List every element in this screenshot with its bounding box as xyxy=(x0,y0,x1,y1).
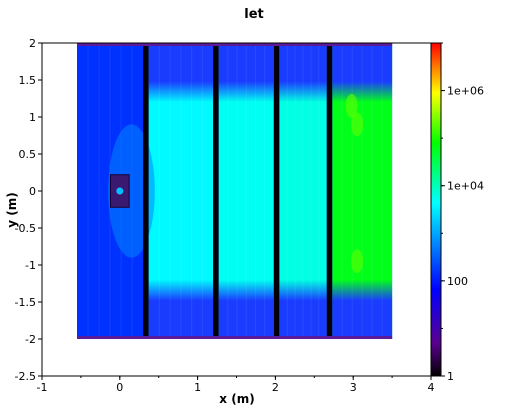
x-tick-label: 2 xyxy=(272,381,279,394)
field-top-edge xyxy=(77,43,393,46)
y-tick-label: -1 xyxy=(25,259,36,272)
colorbar-axis: 1e+06 1e+04 100 1 xyxy=(441,42,484,383)
y-axis: 2 1.5 1 0.5 0 -0.5 -1 -1.5 -2 -2.5 xyxy=(15,37,42,383)
wall-3 xyxy=(326,43,333,339)
x-tick-label: 0 xyxy=(116,381,123,394)
colorbar-tick-label: 1e+06 xyxy=(447,85,484,98)
y-tick-label: -2.5 xyxy=(15,370,36,383)
hot-spot xyxy=(351,112,364,137)
y-tick-label: 1 xyxy=(29,111,36,124)
colorbar-tick-label: 1 xyxy=(447,370,454,383)
y-tick-label: -1.5 xyxy=(15,296,36,309)
x-tick-label: 1 xyxy=(194,381,201,394)
heatmap-field xyxy=(77,43,393,339)
colorbar xyxy=(430,42,442,377)
wall-1 xyxy=(213,43,219,339)
x-tick-label: 4 xyxy=(428,381,435,394)
x-axis-title: x (m) xyxy=(219,392,254,406)
x-tick-label: -1 xyxy=(37,381,48,394)
y-axis-title: y (m) xyxy=(5,192,19,227)
y-tick-label: 0 xyxy=(29,185,36,198)
region-edge-4 xyxy=(332,43,393,339)
hot-spot xyxy=(351,249,364,274)
y-tick-label: -0.5 xyxy=(15,222,36,235)
chart-title: let xyxy=(244,7,264,22)
y-tick-label: 1.5 xyxy=(19,74,37,87)
y-tick-label: 0.5 xyxy=(19,148,37,161)
y-tick-label: 2 xyxy=(29,37,36,50)
field-bottom-edge xyxy=(77,336,393,339)
wall-0 xyxy=(143,43,149,339)
y-tick-label: -2 xyxy=(25,333,36,346)
x-axis: -1 0 1 2 3 4 xyxy=(37,376,435,394)
colorbar-tick-label: 1e+04 xyxy=(447,180,484,193)
x-tick-label: 3 xyxy=(350,381,357,394)
wall-2 xyxy=(273,43,280,339)
source-point xyxy=(116,187,124,195)
region-edge-2 xyxy=(218,43,274,339)
region-edge-3 xyxy=(279,43,327,339)
hot-spot xyxy=(345,93,358,118)
region-edge-1 xyxy=(148,43,214,339)
colorbar-tick-label: 100 xyxy=(447,275,468,288)
